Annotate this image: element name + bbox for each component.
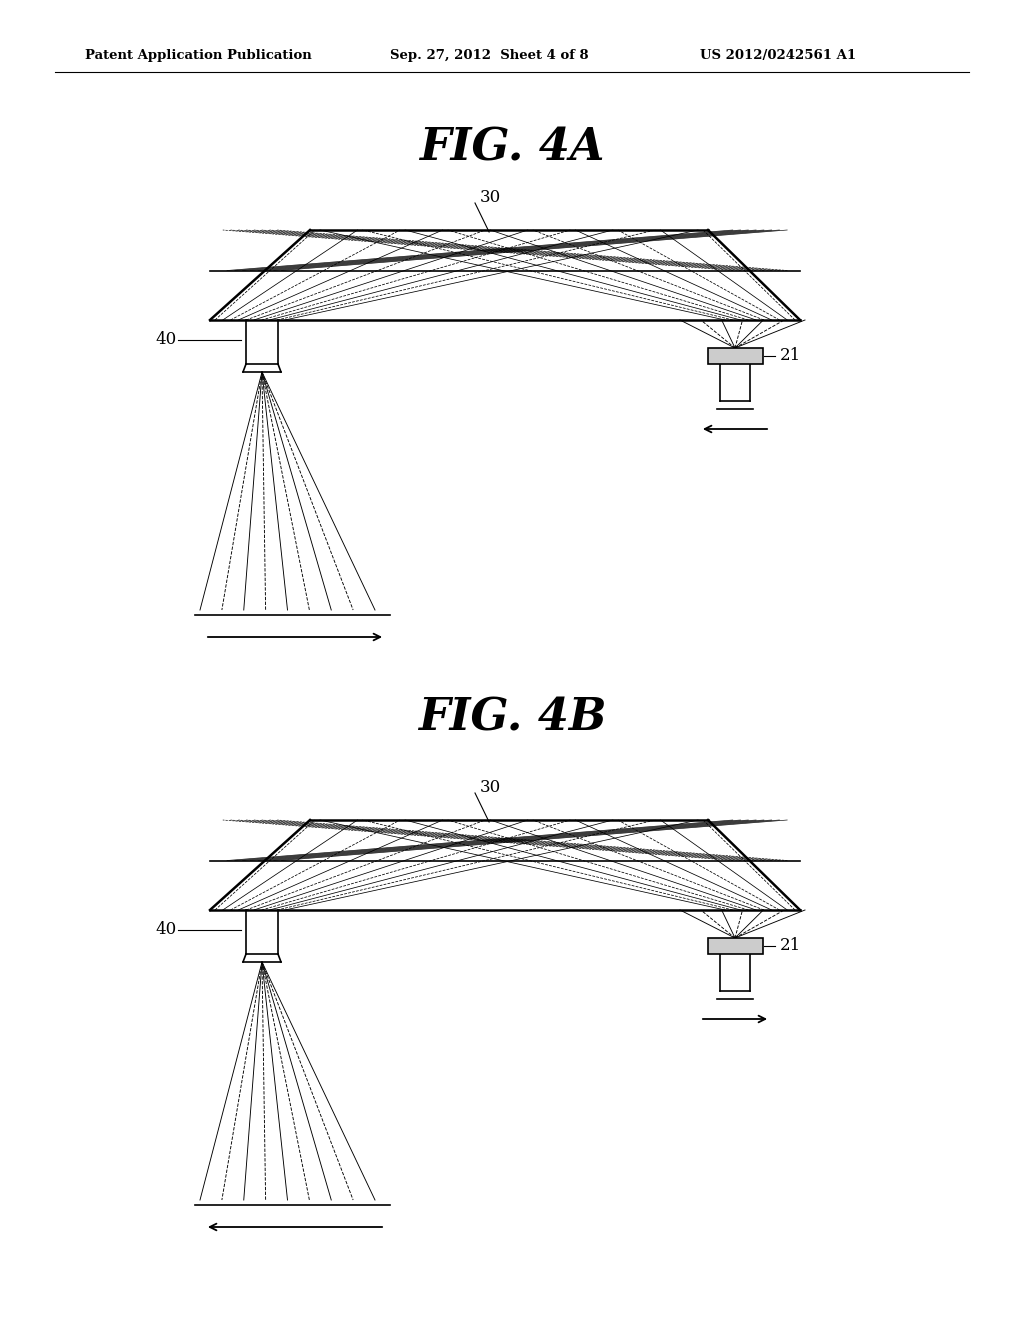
Text: 21: 21 [780, 347, 801, 364]
Text: 40: 40 [155, 921, 176, 939]
Text: 21: 21 [780, 937, 801, 954]
Text: Sep. 27, 2012  Sheet 4 of 8: Sep. 27, 2012 Sheet 4 of 8 [390, 49, 589, 62]
Text: Patent Application Publication: Patent Application Publication [85, 49, 311, 62]
Text: 30: 30 [480, 780, 502, 796]
Text: FIG. 4B: FIG. 4B [418, 697, 606, 739]
Text: 40: 40 [155, 331, 176, 348]
Text: FIG. 4A: FIG. 4A [419, 127, 605, 169]
Bar [708, 348, 763, 364]
Text: 30: 30 [480, 190, 502, 206]
Bar [708, 939, 763, 954]
Text: US 2012/0242561 A1: US 2012/0242561 A1 [700, 49, 856, 62]
